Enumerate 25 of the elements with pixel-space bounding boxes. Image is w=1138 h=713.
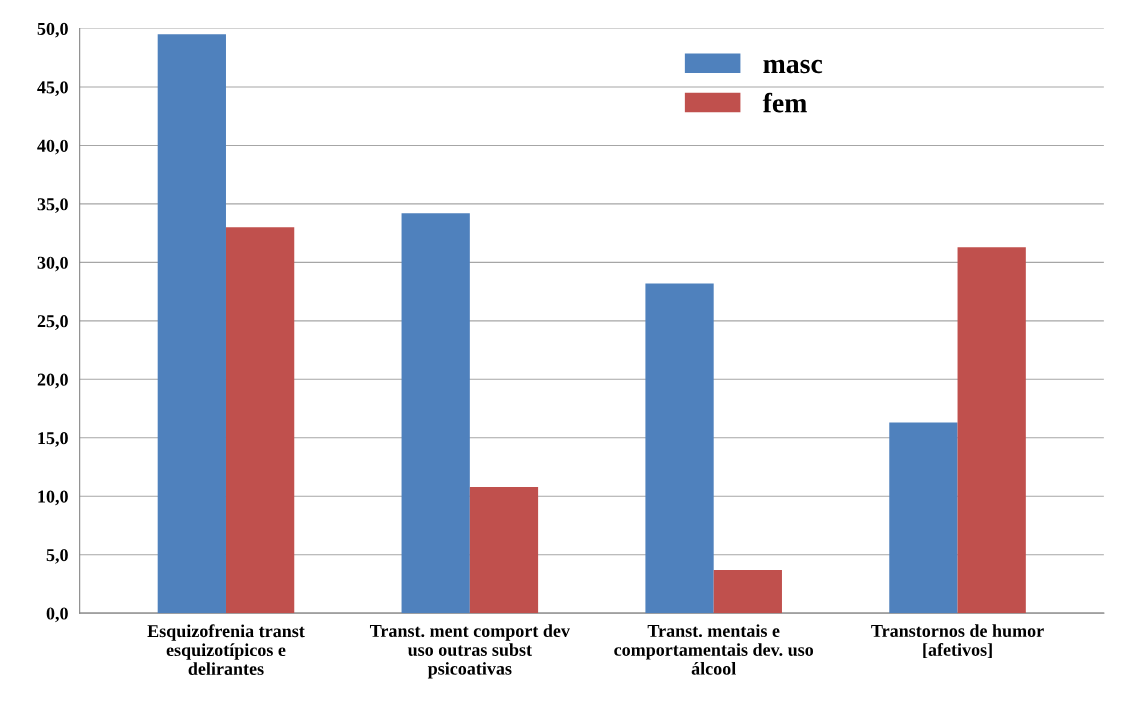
bar — [889, 422, 958, 614]
y-tick-label: 45,0 — [37, 81, 68, 97]
y-tick-label: 35,0 — [37, 198, 68, 213]
bar — [469, 486, 539, 614]
bar — [957, 247, 1026, 614]
legend-label: masc — [763, 59, 823, 74]
bar — [713, 569, 782, 614]
bar — [401, 213, 470, 614]
y-tick-label: 25,0 — [37, 315, 68, 330]
x-tick-label: Transtornos de humor [afetivos] — [871, 624, 1044, 659]
y-tick-label: 30,0 — [37, 256, 68, 272]
x-tick-label: Transt. ment comport dev uso outras subst psicoativas — [369, 624, 570, 679]
y-tick-label: 50,0 — [37, 22, 68, 38]
bar — [157, 34, 226, 614]
bar — [645, 283, 714, 614]
bar — [225, 227, 295, 614]
y-tick-label: 40,0 — [37, 139, 68, 155]
x-tick-label: Transt. mentais e comportamentais dev. uso álcool — [614, 624, 814, 675]
y-tick-label: 10,0 — [38, 490, 68, 506]
y-tick-label: 20,0 — [37, 373, 68, 389]
y-tick-label: 5,0 — [46, 548, 68, 564]
legend-label: fem — [762, 92, 807, 113]
y-tick-label: 15,0 — [38, 432, 68, 447]
y-tick-label: 0,0 — [46, 607, 68, 623]
x-tick-label: Esquizofrenia transt esquizotípicos e delirantes — [147, 624, 305, 675]
